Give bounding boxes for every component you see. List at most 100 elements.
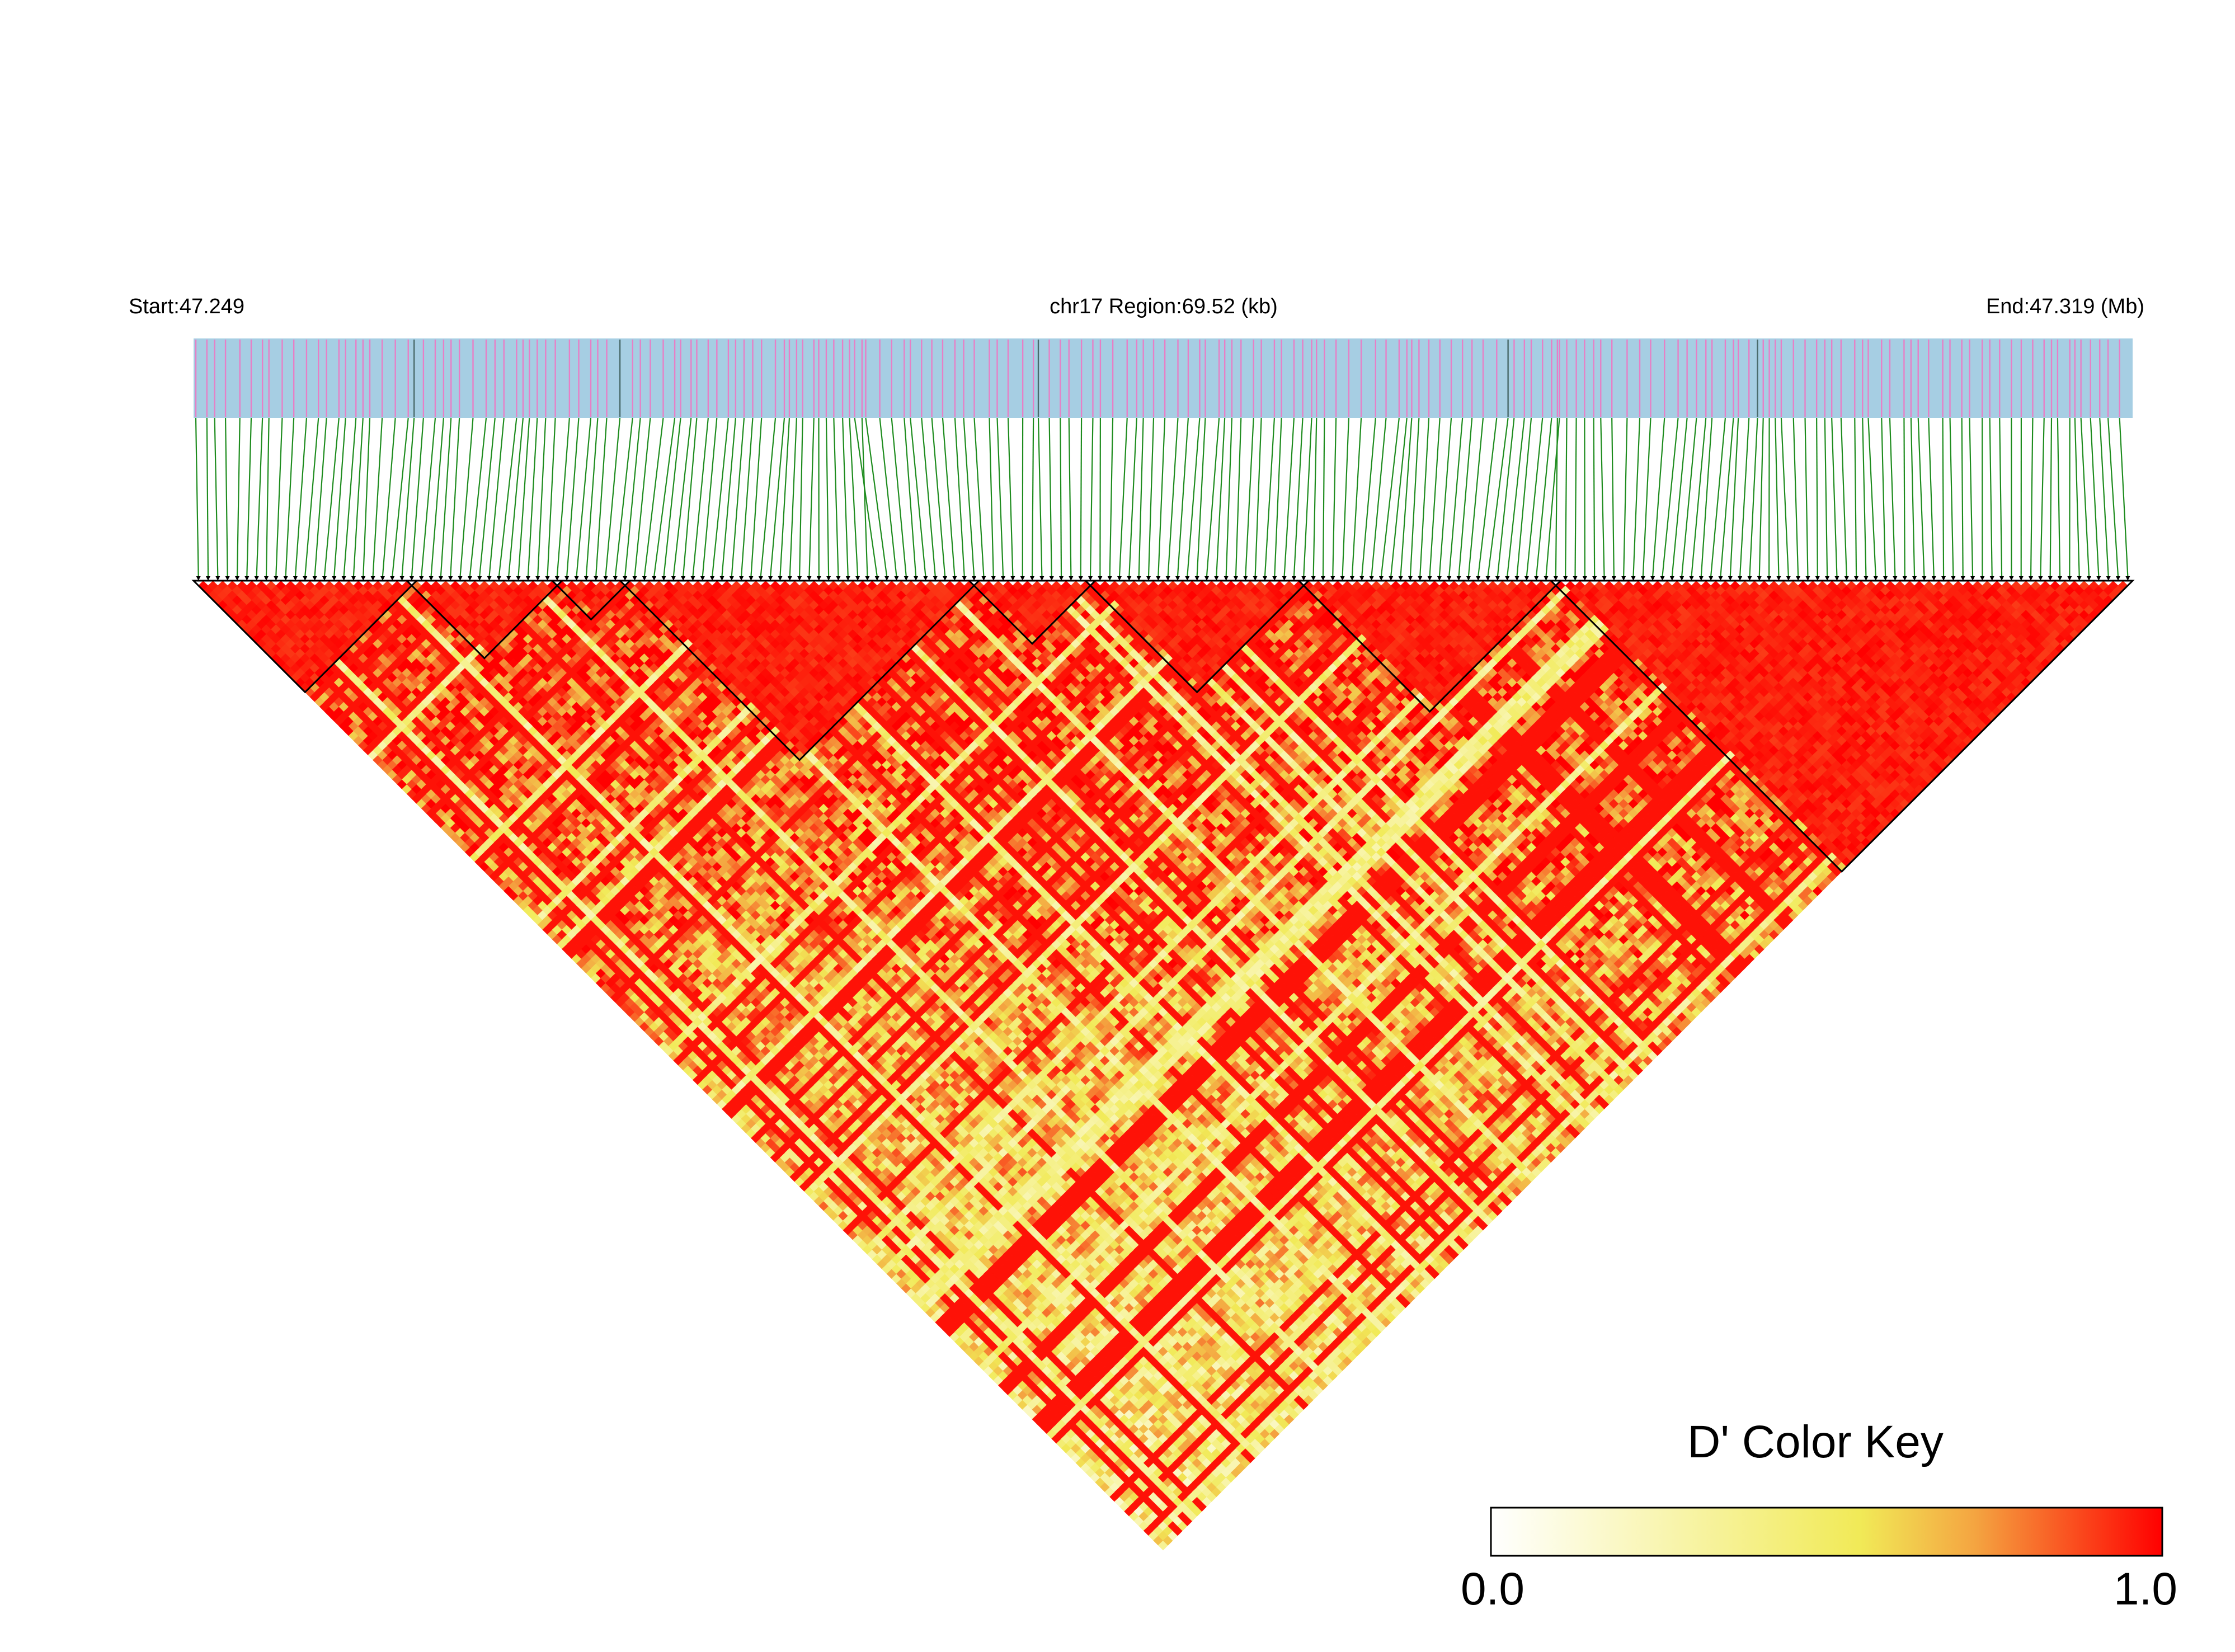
snp-connector — [1990, 418, 1992, 576]
snp-connector — [1682, 418, 1696, 576]
snp-connector — [1890, 418, 1895, 576]
snp-connector — [225, 418, 228, 576]
snp-connector — [1950, 418, 1954, 576]
snp-connector — [1918, 418, 1925, 576]
snp-connector — [943, 418, 954, 576]
snp-connector — [557, 418, 570, 576]
snp-connector — [1314, 418, 1317, 576]
snp-connector — [276, 418, 282, 576]
snp-connector — [286, 418, 294, 576]
snp-connector — [1881, 418, 1885, 576]
region-title-label: chr17 Region:69.52 (kb) — [1050, 295, 1278, 318]
snp-connector — [237, 418, 240, 576]
snp-connector — [1226, 418, 1232, 576]
snp-connector — [1090, 418, 1093, 576]
snp-connector — [849, 418, 858, 576]
snp-connector — [1911, 418, 1914, 576]
snp-connector — [1943, 418, 1944, 576]
snp-connector — [207, 418, 208, 576]
snp-connector — [441, 418, 451, 576]
snp-connector — [567, 418, 578, 576]
snp-connector — [266, 418, 269, 576]
snp-connector — [450, 418, 459, 576]
snp-connector — [761, 418, 775, 576]
snp-connector — [1333, 418, 1336, 576]
snp-connector — [1050, 418, 1052, 576]
snp-connector — [354, 418, 363, 576]
snp-connector — [2075, 418, 2079, 576]
snp-connector — [1624, 418, 1627, 576]
snp-connector — [586, 418, 598, 576]
snp-connector — [1352, 418, 1361, 576]
snp-connector — [2108, 418, 2118, 576]
snp-connector — [1759, 418, 1763, 576]
snp-connector — [1430, 418, 1440, 576]
snp-connector — [1032, 418, 1033, 576]
snp-connector — [1781, 418, 1789, 576]
snp-connector — [519, 418, 530, 576]
snp-connector — [412, 418, 424, 576]
snp-connector — [596, 418, 606, 576]
snp-connector — [2058, 418, 2060, 576]
snp-connector — [344, 418, 356, 576]
snp-connector — [1601, 418, 1604, 576]
snp-connector — [373, 418, 382, 576]
snp-connector — [402, 418, 415, 576]
snp-connector — [528, 418, 537, 576]
snp-connector — [1868, 418, 1875, 576]
snp-connector — [1139, 418, 1144, 576]
snp-connector — [1928, 418, 1933, 576]
snp-connector — [1536, 418, 1551, 576]
snp-connector — [843, 418, 848, 576]
snp-connector — [1391, 418, 1406, 576]
snp-connector — [215, 418, 218, 576]
snp-connector — [1740, 418, 1749, 576]
snp-connector — [383, 418, 396, 576]
snp-connector — [1119, 418, 1127, 576]
snp-connector — [862, 418, 868, 576]
snp-connector — [2050, 418, 2052, 576]
snp-connector — [1488, 418, 1508, 576]
snp-connector — [1158, 418, 1165, 576]
snp-connector — [392, 418, 408, 576]
snp-connector — [1662, 418, 1678, 576]
snp-connector — [1236, 418, 1241, 576]
snp-connector — [955, 418, 964, 576]
snp-connector — [1575, 418, 1577, 576]
snp-connector — [509, 418, 523, 576]
snp-connector — [790, 418, 797, 576]
snp-connector — [855, 418, 877, 576]
snp-connector — [2081, 418, 2089, 576]
snp-connector — [334, 418, 345, 576]
snp-connector — [2100, 418, 2108, 576]
snp-connector — [295, 418, 307, 576]
snp-connector — [2040, 418, 2044, 576]
snp-connector — [834, 418, 838, 576]
snp-connector — [1410, 418, 1419, 576]
snp-connector — [1962, 418, 1963, 576]
snp-connector — [577, 418, 591, 576]
ld-heatmap — [196, 576, 2130, 1550]
snp-connector — [964, 418, 975, 576]
snp-connector — [1691, 418, 1706, 576]
snp-connector — [548, 418, 556, 576]
snp-connector — [751, 418, 761, 576]
snp-connector — [1323, 418, 1324, 576]
snp-connector — [625, 418, 640, 576]
snp-connector — [1008, 418, 1013, 576]
snp-connector — [1805, 418, 1808, 576]
snp-connector — [257, 418, 263, 576]
snp-connector — [644, 418, 664, 576]
snp-connector — [1129, 418, 1136, 576]
snp-connector — [809, 418, 813, 576]
snp-connector — [363, 418, 370, 576]
snp-connector — [1401, 418, 1412, 576]
snp-connector — [2120, 418, 2128, 576]
snp-connector — [1178, 418, 1188, 576]
snp-connector — [974, 418, 984, 576]
snp-connector — [1832, 418, 1837, 576]
snp-connector — [1498, 418, 1514, 576]
snp-connector — [1420, 418, 1429, 576]
snp-connector — [1817, 418, 1818, 576]
snp-connector — [826, 418, 829, 576]
